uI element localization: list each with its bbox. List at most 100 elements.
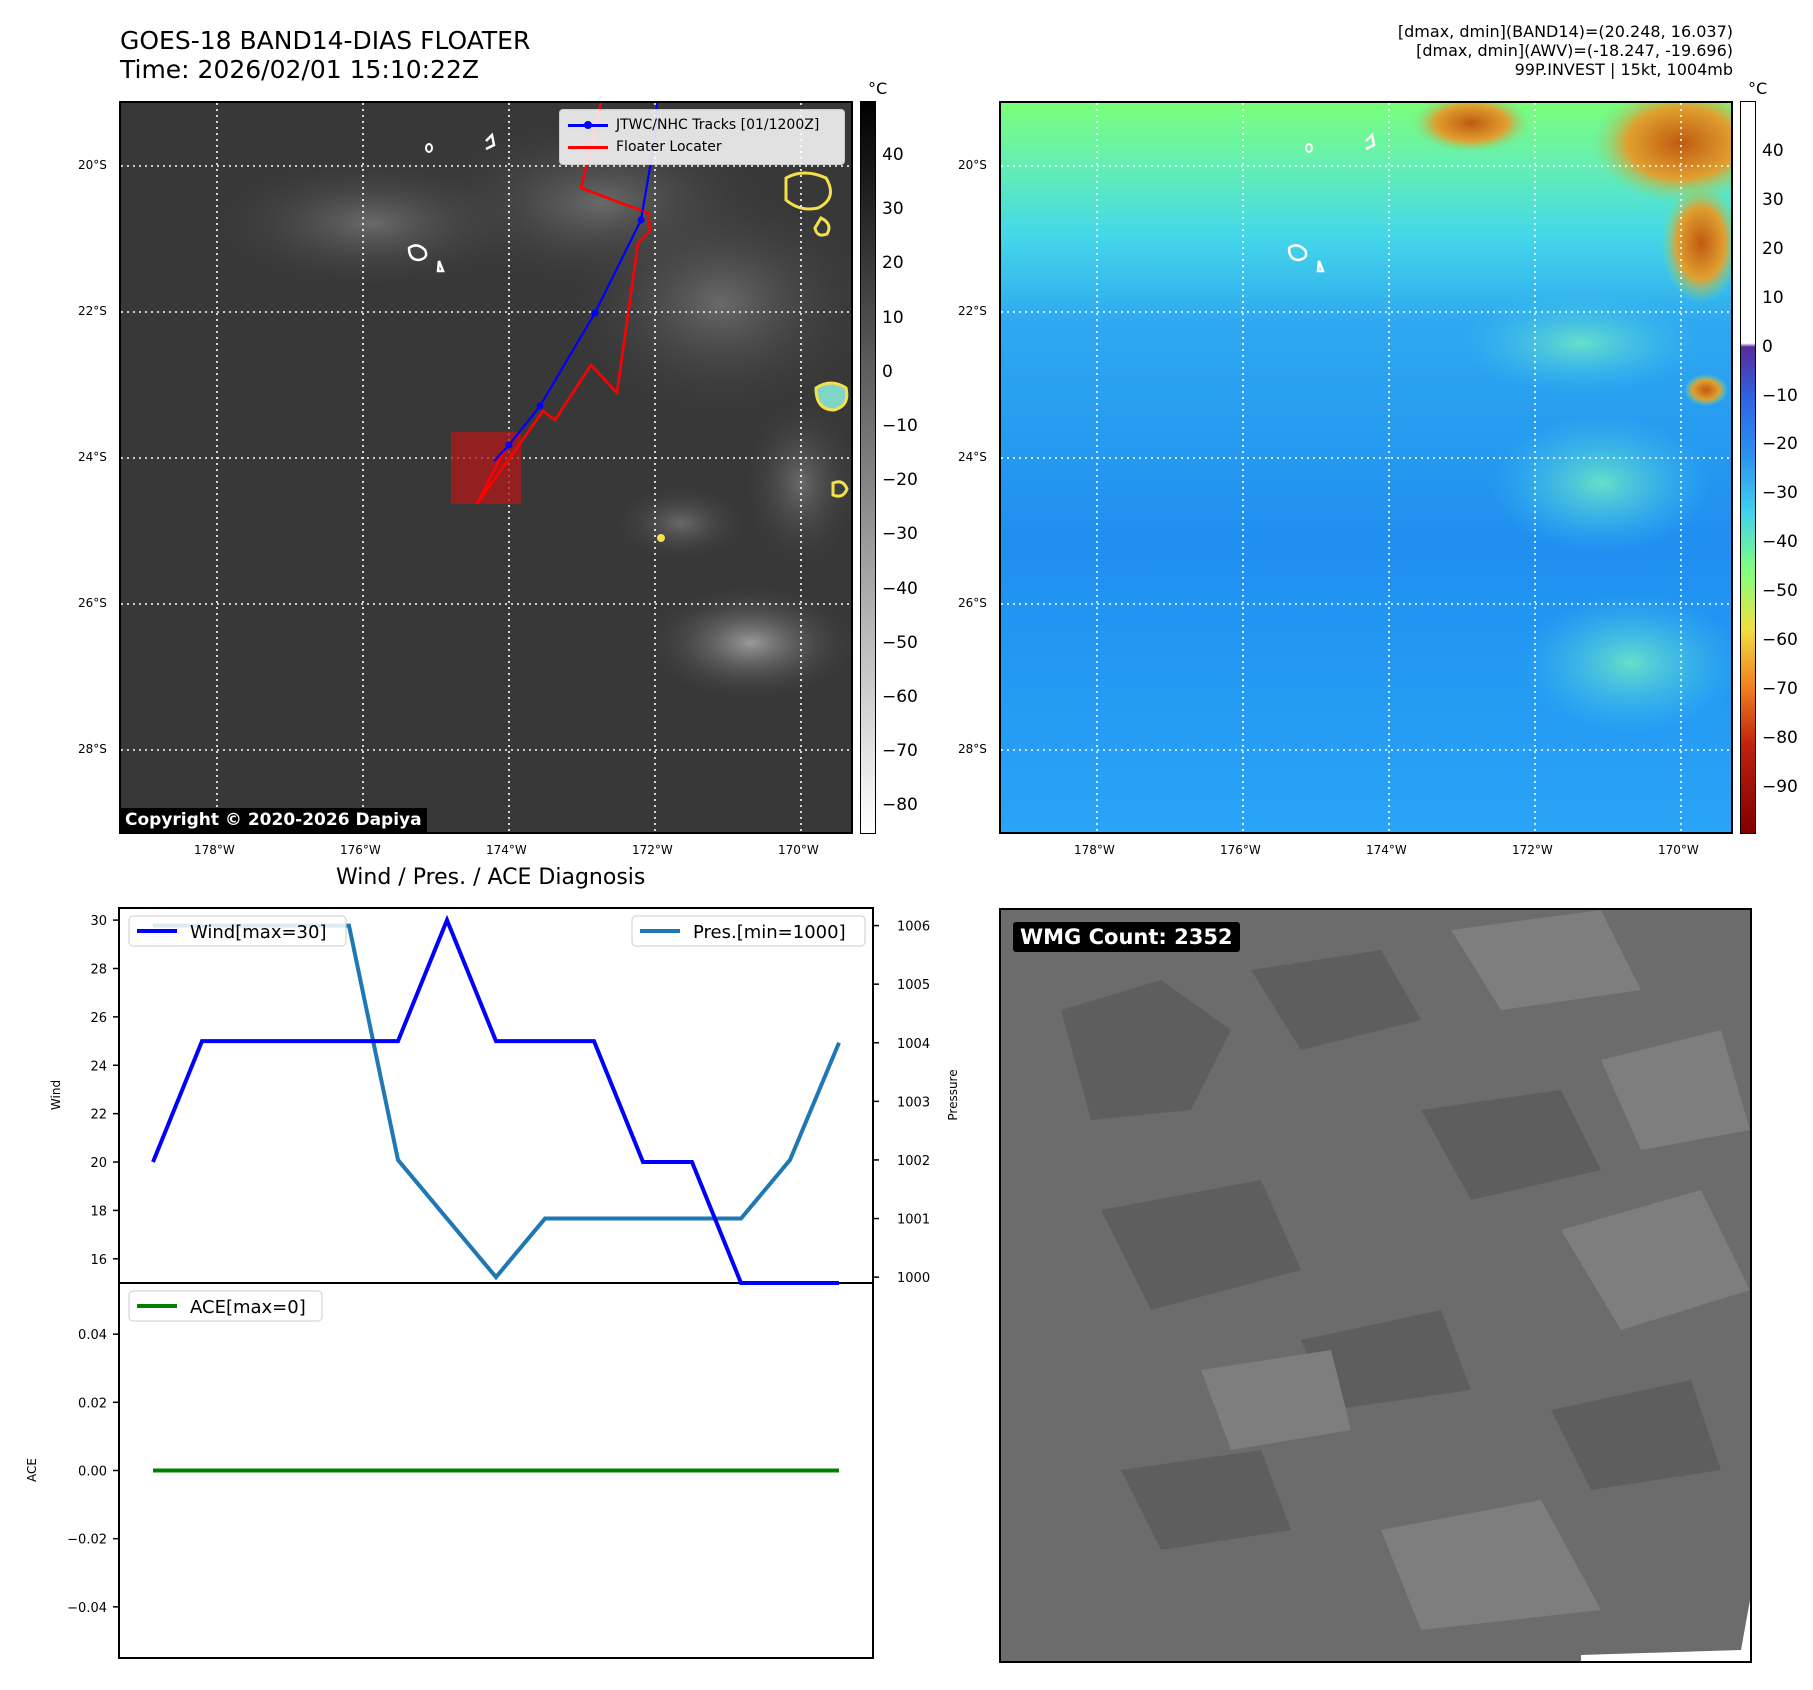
- wmg-count-badge: WMG Count: 2352: [1013, 922, 1240, 952]
- moisture-area: [1521, 593, 1731, 733]
- wind-tick-label: 26: [90, 1011, 107, 1026]
- track-swatch-icon: [568, 120, 608, 129]
- awv-colorbar-tick: 40: [1762, 141, 1784, 161]
- legend-track-label: JTWC/NHC Tracks [01/1200Z]: [616, 117, 820, 133]
- wind-legend-box: [128, 915, 347, 947]
- awv-colorbar-tick: 10: [1762, 287, 1784, 308]
- awv-colorbar-tick: 30: [1762, 189, 1784, 210]
- pressure-tick-label: 1002: [897, 1154, 930, 1169]
- cloud-area: [641, 583, 851, 703]
- right-lon-label: 172°W: [1512, 843, 1553, 857]
- legend-floater: Floater Locater: [568, 136, 836, 158]
- awv-colorbar-tick: −10: [1762, 385, 1798, 406]
- info-block: [dmax, dmin](BAND14)=(20.248, 16.037) [d…: [1398, 22, 1733, 79]
- ir-colorbar-tick: 10: [882, 307, 904, 328]
- awv-colorbar-tick: 0: [1762, 336, 1773, 357]
- left-lon-label: 178°W: [194, 843, 235, 857]
- ir-colorbar-tick: −20: [882, 470, 918, 491]
- ir-colorbar-unit: °C: [868, 79, 888, 98]
- awv-map-panel: [999, 101, 1733, 834]
- left-lat-label: 24°S: [78, 450, 107, 464]
- wmg-image: [1001, 910, 1750, 1661]
- right-lat-label: 26°S: [958, 596, 987, 610]
- awv-colorbar-tick: 20: [1762, 238, 1784, 259]
- pressure-axis-label: Pressure: [946, 1069, 960, 1120]
- moisture-area: [1461, 293, 1701, 393]
- ace-tick-label: −0.04: [67, 1601, 107, 1616]
- track-point: [591, 309, 599, 317]
- left-lat-label: 22°S: [78, 304, 107, 318]
- ace-legend-box: [128, 1290, 323, 1322]
- ace-tick-label: 0.00: [78, 1465, 107, 1480]
- copyright-label: Copyright © 2020-2026 Dapiya: [120, 808, 427, 832]
- right-lat-label: 22°S: [958, 304, 987, 318]
- track-point: [536, 402, 544, 410]
- right-lon-label: 170°W: [1658, 843, 1699, 857]
- right-lat-label: 28°S: [958, 742, 987, 756]
- track-point: [637, 216, 645, 224]
- title-time: Time: 2026/02/01 15:10:22Z: [120, 55, 479, 84]
- legend-floater-label: Floater Locater: [616, 139, 722, 155]
- map-gridlines: [1001, 103, 1731, 832]
- moisture-area: [1491, 413, 1711, 553]
- awv-colorbar-tick: −40: [1762, 532, 1798, 553]
- wmg-missing-data: [1581, 1600, 1750, 1661]
- ir-map-image: [121, 103, 851, 832]
- ir-colorbar-tick: 20: [882, 253, 904, 274]
- ir-colorbar-tick: −40: [882, 578, 918, 599]
- wind-legend-label: Wind[max=30]: [190, 922, 327, 943]
- dry-area: [1684, 374, 1728, 406]
- legend-track: JTWC/NHC Tracks [01/1200Z]: [568, 114, 836, 136]
- cloud-area: [611, 483, 751, 563]
- wind-tick-label: 30: [90, 914, 107, 929]
- ir-colorbar-tick: −50: [882, 632, 918, 653]
- left-lat-label: 20°S: [78, 158, 107, 172]
- left-lon-label: 174°W: [486, 843, 527, 857]
- ace-legend-label: ACE[max=0]: [190, 1297, 306, 1318]
- island-outline: [1287, 244, 1308, 262]
- right-lon-label: 174°W: [1366, 843, 1407, 857]
- pressure-tick-label: 1001: [897, 1213, 930, 1228]
- awv-colorbar: [1740, 101, 1756, 834]
- info-awv: [dmax, dmin](AWV)=(-18.247, -19.696): [1416, 41, 1733, 60]
- info-storm: 99P.INVEST | 15kt, 1004mb: [1514, 60, 1733, 79]
- right-lat-label: 24°S: [958, 450, 987, 464]
- floater-swatch-icon: [568, 145, 608, 149]
- dry-area: [1411, 103, 1531, 153]
- map-legend: JTWC/NHC Tracks [01/1200Z] Floater Locat…: [559, 109, 845, 165]
- awv-colorbar-tick: −50: [1762, 581, 1798, 602]
- island-outline: [1365, 132, 1376, 151]
- right-lon-label: 178°W: [1074, 843, 1115, 857]
- map-gridlines: [121, 103, 851, 832]
- left-lat-label: 28°S: [78, 742, 107, 756]
- wind-tick-label: 22: [90, 1108, 107, 1123]
- ace-tick-label: 0.04: [78, 1328, 107, 1343]
- info-band14: [dmax, dmin](BAND14)=(20.248, 16.037): [1397, 22, 1733, 41]
- awv-map-image: [1001, 103, 1731, 832]
- diagnosis-chart: 30 28 26 24 22 20 18 16 1006 1005 1004 1003 1002 1001…: [25, 907, 960, 1659]
- wind-tick-label: 16: [90, 1253, 107, 1268]
- floater-locater-path: [475, 103, 652, 505]
- left-lon-label: 170°W: [778, 843, 819, 857]
- ace-tick-label: 0.02: [78, 1396, 107, 1411]
- dry-area: [1661, 183, 1731, 303]
- pressure-tick-label: 1006: [897, 920, 930, 935]
- cold-top-contour: [657, 534, 665, 542]
- pressure-tick-label: 1005: [897, 978, 930, 993]
- dry-area: [1591, 103, 1731, 203]
- cold-top-contour: [813, 216, 831, 237]
- awv-colorbar-tick: −60: [1762, 630, 1798, 650]
- ir-colorbar: [860, 101, 876, 834]
- right-lon-label: 176°W: [1220, 843, 1261, 857]
- awv-colorbar-tick: −70: [1762, 678, 1798, 699]
- cold-top-contour: [814, 381, 849, 412]
- ir-colorbar-tick: 40: [882, 145, 904, 165]
- island-outline: [407, 244, 428, 262]
- pressure-legend-box: [631, 915, 866, 947]
- awv-colorbar-tick: −80: [1762, 727, 1798, 748]
- ir-colorbar-tick: −60: [882, 687, 918, 707]
- left-lon-label: 176°W: [340, 843, 381, 857]
- island-outline: [425, 143, 433, 153]
- pressure-legend-label: Pres.[min=1000]: [693, 922, 846, 943]
- right-lat-label: 20°S: [958, 158, 987, 172]
